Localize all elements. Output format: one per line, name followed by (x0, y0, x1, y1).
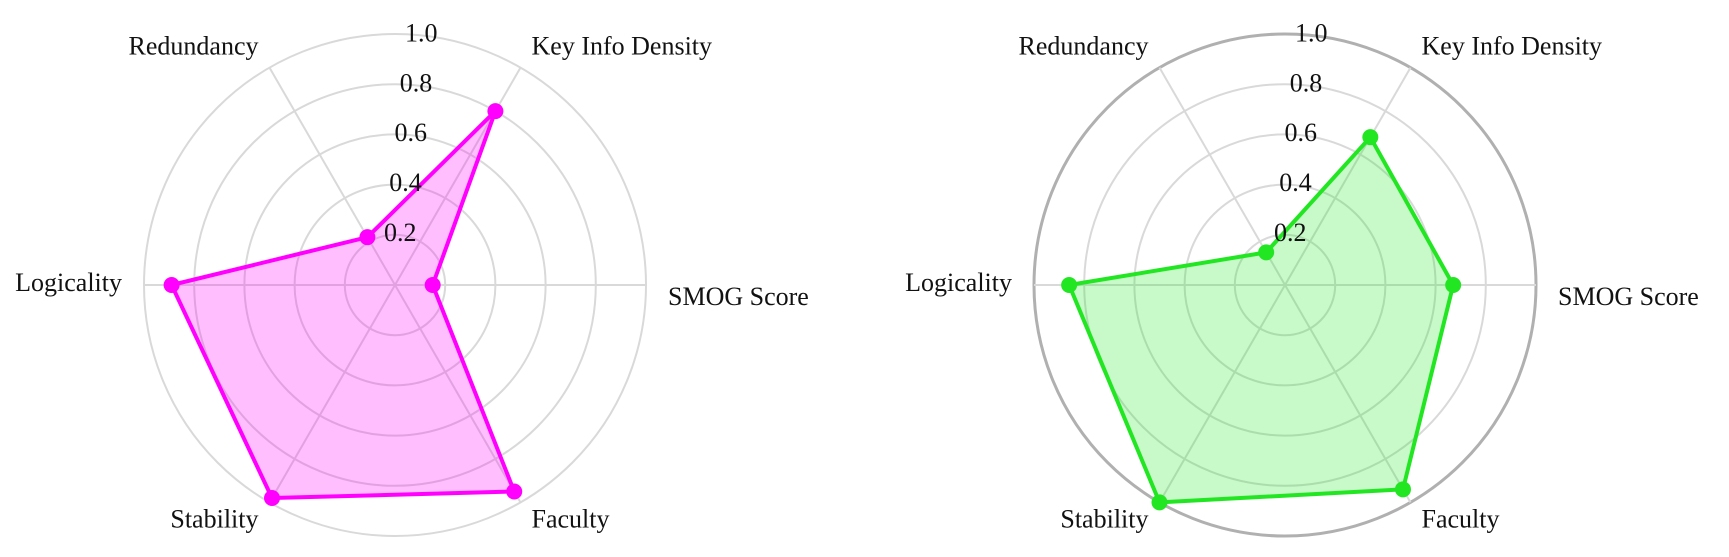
radar-area (1067, 135, 1456, 505)
r-tick-label: 0.4 (389, 168, 422, 197)
radar-point (1258, 244, 1275, 261)
radar-point (506, 483, 523, 500)
r-tick-label: 1.0 (1295, 18, 1328, 47)
category-label: SMOG Score (668, 282, 809, 311)
spoke (268, 284, 396, 503)
spoke (1284, 284, 1412, 503)
spoke (394, 284, 522, 503)
category-label: Faculty (1422, 504, 1500, 533)
radar-point (1445, 277, 1462, 293)
radar-point (264, 490, 281, 507)
category-label: Logicality (905, 268, 1012, 297)
category-label: Stability (1060, 504, 1148, 533)
r-tick-label: 0.8 (1290, 68, 1323, 97)
radar-point (487, 103, 504, 120)
category-label: Stability (170, 504, 258, 533)
radar-point (163, 277, 180, 293)
r-tick-label: 0.8 (400, 68, 433, 97)
r-tick-label: 0.4 (1279, 168, 1312, 197)
category-label: Logicality (15, 268, 122, 297)
r-tick-label: 0.2 (384, 218, 417, 247)
radar-point (1394, 481, 1411, 498)
r-tick-label: 0.6 (1284, 118, 1317, 147)
r-tick-label: 0.6 (394, 118, 427, 147)
spoke (1284, 67, 1412, 286)
category-label: SMOG Score (1558, 282, 1699, 311)
category-label: Key Info Density (1422, 32, 1603, 61)
spoke (268, 67, 396, 286)
radar-point (1151, 494, 1168, 511)
radar-point (1362, 129, 1379, 146)
r-tick-label: 1.0 (405, 18, 438, 47)
spoke (394, 67, 522, 286)
category-label: Redundancy (129, 32, 259, 61)
category-label: Faculty (532, 504, 610, 533)
category-label: Redundancy (1019, 32, 1149, 61)
category-label: Key Info Density (532, 32, 713, 61)
spoke (1158, 284, 1286, 503)
radar-point (1061, 277, 1078, 293)
radar-point (424, 277, 441, 293)
radar-point (359, 229, 376, 246)
radar-area (169, 109, 517, 501)
r-tick-label: 0.2 (1274, 218, 1307, 247)
